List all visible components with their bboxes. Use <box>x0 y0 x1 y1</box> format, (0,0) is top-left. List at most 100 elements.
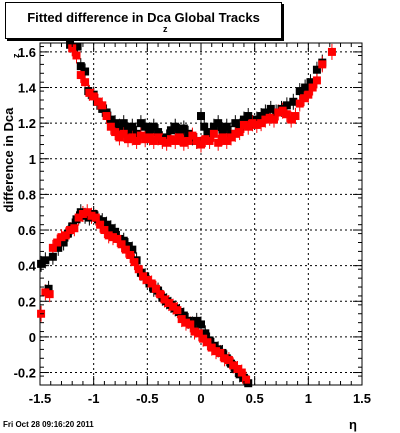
x-tick-label: 0.5 <box>246 391 264 406</box>
y-tick-label: 0.6 <box>18 223 36 238</box>
x-tick-label: 1.5 <box>353 391 371 406</box>
data-markers <box>37 40 336 388</box>
marker-black <box>239 115 248 124</box>
marker-black <box>197 112 205 121</box>
marker-red <box>207 343 216 352</box>
marker-red <box>220 354 229 363</box>
marker-red <box>166 135 175 144</box>
marker-red <box>216 348 225 357</box>
marker-red <box>252 120 261 129</box>
marker-red <box>218 133 227 142</box>
marker-black <box>54 243 63 252</box>
marker-red <box>143 275 152 284</box>
marker-red <box>175 133 184 142</box>
marker-red <box>274 108 283 117</box>
marker-red <box>93 97 102 106</box>
marker-black <box>128 122 137 131</box>
marker-red <box>287 115 296 124</box>
marker-black <box>48 252 57 261</box>
marker-black <box>282 101 291 110</box>
marker-red <box>177 315 186 324</box>
marker-red <box>227 133 236 142</box>
x-axis-label: η <box>349 417 357 432</box>
marker-red <box>300 94 309 103</box>
marker-black <box>222 122 231 131</box>
marker-black <box>81 67 90 76</box>
marker-red <box>149 136 158 145</box>
marker-red <box>160 295 169 304</box>
marker-red <box>85 88 94 97</box>
marker-red <box>53 238 62 247</box>
marker-red <box>121 245 130 254</box>
y-tick-label: 0.2 <box>18 294 36 309</box>
marker-red <box>141 135 150 144</box>
marker-red <box>70 224 79 233</box>
marker-red <box>87 211 96 220</box>
marker-red <box>78 210 87 218</box>
marker-red <box>68 44 77 53</box>
y-tick-label: 1.6 <box>18 45 36 60</box>
y-tick-label: 1.4 <box>18 81 37 96</box>
marker-red <box>100 226 109 235</box>
marker-red <box>139 272 148 281</box>
marker-red <box>235 128 244 137</box>
marker-red <box>205 136 214 145</box>
marker-red <box>231 129 240 138</box>
timestamp-footer: Fri Oct 28 09:16:20 2011 <box>3 420 94 429</box>
marker-red <box>304 90 313 99</box>
marker-red <box>308 83 317 92</box>
marker-red <box>171 136 180 145</box>
marker-red <box>237 368 246 377</box>
marker-black <box>197 320 205 329</box>
marker-black <box>289 97 298 106</box>
marker-black <box>102 220 111 229</box>
y-axis-ticks: -0.2 0 0.2 0.4 0.6 0.8 1 1.2 1.4 1.6 <box>14 45 362 386</box>
marker-red <box>257 119 266 128</box>
marker-red <box>72 51 81 60</box>
marker-black <box>145 126 154 135</box>
marker-red <box>212 347 221 356</box>
marker-black <box>76 62 85 71</box>
marker-red <box>41 288 50 297</box>
marker-black <box>119 119 128 128</box>
marker-red <box>327 47 336 56</box>
marker-red <box>154 133 163 142</box>
marker-black <box>106 115 115 124</box>
marker-red <box>117 240 126 249</box>
marker-black <box>106 224 115 233</box>
marker-red <box>91 213 100 222</box>
marker-red <box>130 258 139 267</box>
marker-black <box>115 122 124 131</box>
marker-red <box>61 231 70 240</box>
marker-red <box>261 115 270 124</box>
marker-red <box>132 136 141 145</box>
y-axis-label-group: difference in Dca z <box>1 53 21 212</box>
marker-red <box>214 138 223 147</box>
marker-red <box>295 99 304 108</box>
marker-black <box>209 122 218 131</box>
x-tick-label: -0.5 <box>136 391 158 406</box>
marker-red <box>184 136 193 145</box>
y-tick-label: -0.2 <box>14 366 36 381</box>
marker-red <box>126 250 135 259</box>
marker-red <box>81 78 90 87</box>
marker-red <box>209 129 218 138</box>
marker-red <box>128 133 137 142</box>
marker-red <box>108 233 117 242</box>
marker-red <box>74 213 83 222</box>
marker-red <box>102 112 111 121</box>
marker-black <box>200 122 209 131</box>
marker-red <box>145 133 154 142</box>
marker-red <box>312 76 321 85</box>
marker-red <box>106 122 115 131</box>
marker-red <box>242 375 251 384</box>
marker-red <box>136 131 145 140</box>
marker-black <box>312 65 321 74</box>
marker-black <box>306 78 315 87</box>
marker-red <box>164 299 173 308</box>
marker-black <box>111 227 120 236</box>
y-tick-label: 1.2 <box>18 116 36 131</box>
x-tick-label: -1.5 <box>29 391 51 406</box>
marker-red <box>278 106 287 115</box>
